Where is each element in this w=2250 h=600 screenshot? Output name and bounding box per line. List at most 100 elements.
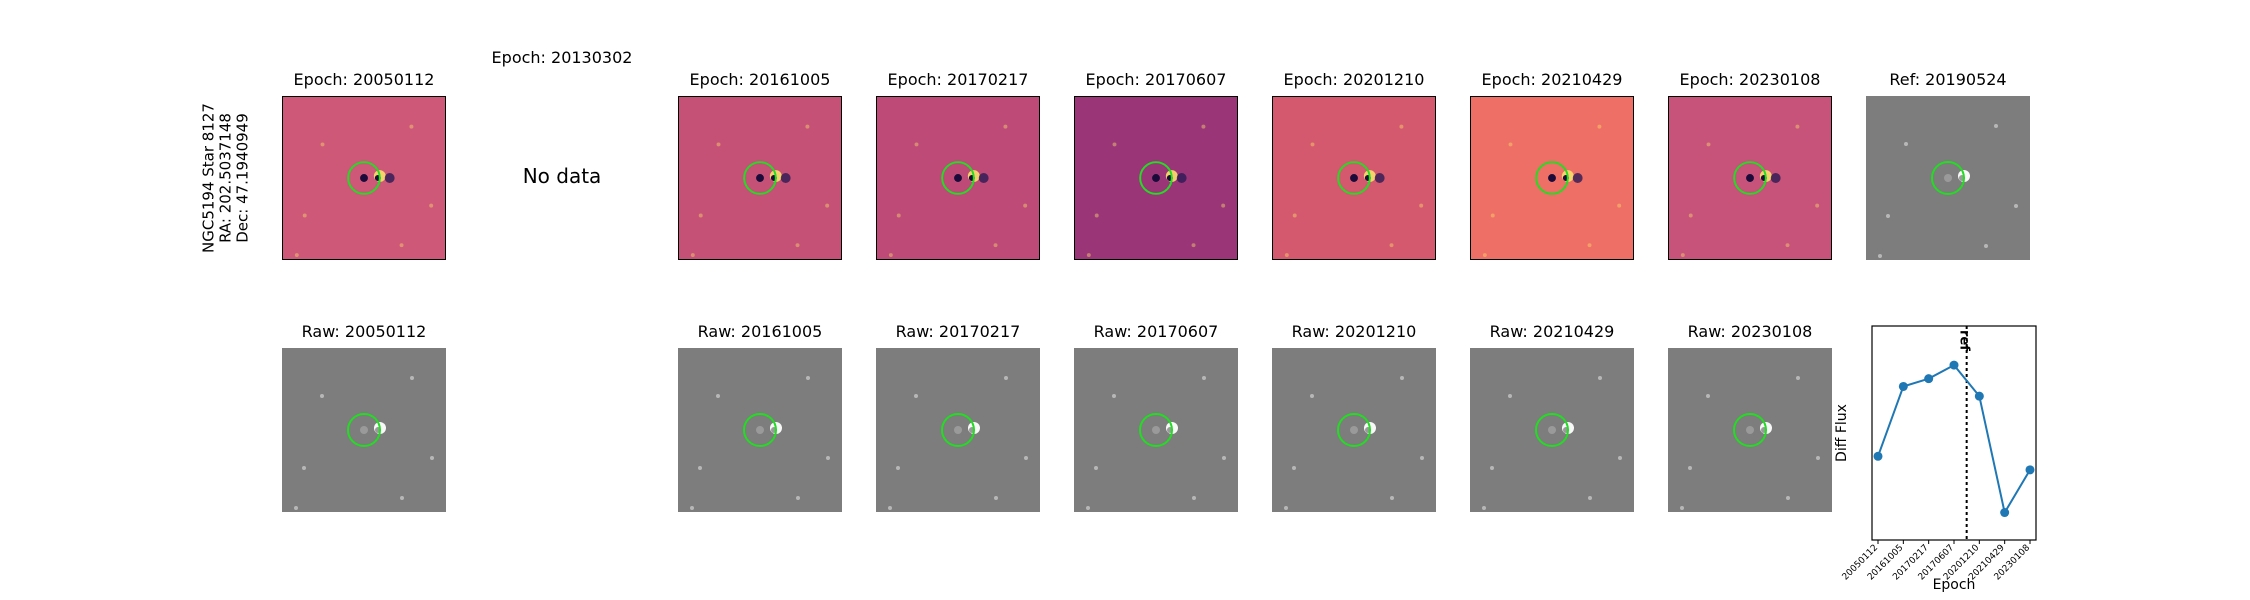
source-core — [360, 174, 368, 182]
field-source — [1284, 506, 1288, 510]
target-label: NGC5194 Star 8127 RA: 202.5037148 Dec: 4… — [199, 103, 252, 253]
field-source — [1490, 466, 1494, 470]
aperture-circle — [1139, 161, 1173, 195]
field-source — [825, 203, 830, 208]
field-source — [1004, 376, 1008, 380]
data-point — [1974, 391, 1984, 401]
aperture-circle — [941, 413, 975, 447]
field-source — [1688, 466, 1692, 470]
field-source — [1420, 456, 1424, 460]
panel-title: Epoch: 20201210 — [1283, 70, 1425, 89]
negative-residual — [1374, 173, 1385, 183]
image-canvas — [294, 124, 434, 258]
source-core — [1350, 426, 1358, 434]
y-axis-title: Diff Flux — [1834, 404, 1850, 462]
field-source — [294, 253, 299, 258]
aperture-circle — [1931, 161, 1965, 195]
image-canvas — [1878, 124, 2018, 258]
field-source — [1816, 456, 1820, 460]
negative-residual — [1572, 173, 1583, 183]
field-source — [1815, 203, 1820, 208]
data-point — [1924, 374, 1934, 384]
panel-title: Raw: 20201210 — [1291, 322, 1417, 341]
field-source — [410, 376, 414, 380]
field-source — [1086, 253, 1091, 258]
panel-title: Raw: 20210429 — [1489, 322, 1615, 341]
panel-title: Epoch: 20130302 — [491, 48, 633, 67]
image-canvas — [1284, 124, 1424, 258]
field-source — [294, 506, 298, 510]
field-source — [430, 456, 434, 460]
field-source — [2014, 204, 2018, 208]
source-core — [954, 426, 962, 434]
x-axis-title: Epoch — [1932, 577, 1976, 593]
aperture-circle — [347, 161, 381, 195]
field-source — [1192, 496, 1196, 500]
panel-title: Raw: 20170217 — [895, 322, 1021, 341]
source-core — [756, 426, 764, 434]
source-core — [1350, 174, 1358, 182]
source-core — [756, 174, 764, 182]
panel-title: Raw: 20230108 — [1687, 322, 1813, 341]
field-source — [1222, 456, 1226, 460]
panel-title: Raw: 20161005 — [697, 322, 823, 341]
field-source — [690, 506, 694, 510]
source-core — [360, 426, 368, 434]
plot-frame — [1871, 325, 2037, 541]
field-source — [1490, 213, 1495, 218]
field-source — [1094, 466, 1098, 470]
aperture-circle — [743, 161, 777, 195]
field-source — [1390, 496, 1394, 500]
image-canvas — [294, 376, 434, 510]
field-source — [1201, 124, 1206, 129]
field-source — [320, 394, 324, 398]
field-source — [716, 394, 720, 398]
field-source — [1191, 243, 1196, 248]
image-canvas — [1482, 376, 1622, 510]
panel-title: Epoch: 20170217 — [887, 70, 1029, 89]
data-point — [2000, 508, 2010, 518]
difference-image — [1470, 96, 1634, 260]
raw-image — [678, 348, 842, 512]
difference-image — [282, 96, 446, 260]
aperture-circle — [743, 413, 777, 447]
field-source — [320, 142, 325, 147]
field-source — [1508, 394, 1512, 398]
field-source — [1310, 394, 1314, 398]
field-source — [1023, 203, 1028, 208]
field-source — [805, 124, 810, 129]
field-source — [1389, 243, 1394, 248]
image-canvas — [1482, 124, 1622, 258]
field-source — [1310, 142, 1315, 147]
field-source — [796, 496, 800, 500]
field-source — [1886, 214, 1890, 218]
field-source — [698, 213, 703, 218]
image-canvas — [1086, 376, 1226, 510]
field-source — [1024, 456, 1028, 460]
field-source — [1112, 394, 1116, 398]
aperture-circle — [1733, 161, 1767, 195]
field-source — [1786, 496, 1790, 500]
negative-residual — [978, 173, 989, 183]
image-canvas — [1086, 124, 1226, 258]
target-name: NGC5194 Star 8127 — [199, 103, 218, 253]
image-canvas — [690, 124, 830, 258]
light-curve-svg: ref2005011220161005201702172017060720201… — [1841, 325, 2037, 583]
field-source — [1688, 213, 1693, 218]
field-source — [1508, 142, 1513, 147]
field-source — [1680, 253, 1685, 258]
field-source — [826, 456, 830, 460]
field-source — [1706, 394, 1710, 398]
data-point — [1873, 451, 1883, 461]
field-source — [896, 466, 900, 470]
image-canvas — [1284, 376, 1424, 510]
field-source — [1003, 124, 1008, 129]
difference-image — [678, 96, 842, 260]
field-source — [1598, 376, 1602, 380]
field-source — [302, 466, 306, 470]
reference-image — [1866, 96, 2030, 260]
source-core — [1944, 174, 1952, 182]
field-source — [1221, 203, 1226, 208]
difference-image — [876, 96, 1040, 260]
panel-title: Epoch: 20161005 — [689, 70, 831, 89]
